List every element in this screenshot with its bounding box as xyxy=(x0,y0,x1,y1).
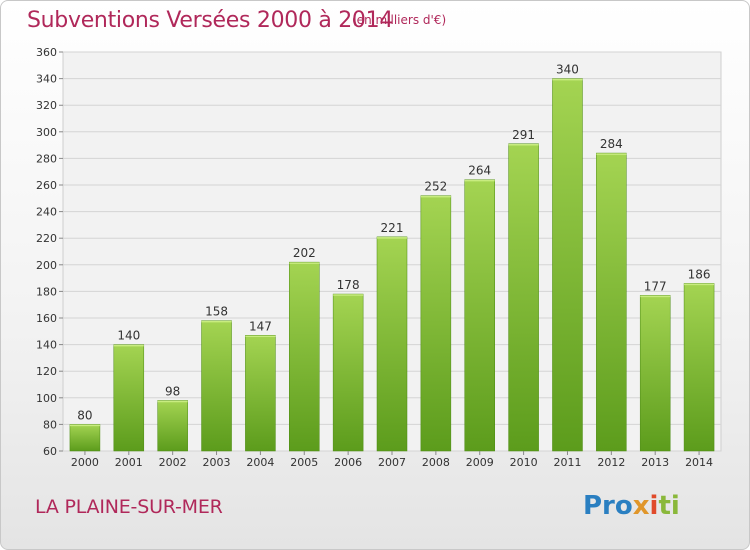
data-label-2014: 186 xyxy=(688,267,711,281)
y-tick-label: 320 xyxy=(36,99,57,112)
x-tick-label-2001: 2001 xyxy=(115,456,143,469)
y-tick-label: 240 xyxy=(36,206,57,219)
bars: 80 140 98 158 147 202 178 221 252 264 291 340 284 177… xyxy=(69,63,715,452)
chart-subtitle: (en milliers d'€) xyxy=(352,13,447,27)
data-label-2009: 264 xyxy=(468,164,491,178)
y-axis: 60 80 100 120 140 160 180 200 220 240 260 280 300 320… xyxy=(36,46,63,458)
data-label-2010: 291 xyxy=(512,128,535,142)
y-tick-label: 100 xyxy=(36,392,57,405)
proxiti-logo: Proxiti xyxy=(583,491,680,521)
x-axis: 2000 2001 2002 2003 2004 2005 2006 2007 2008 2009… xyxy=(71,451,713,469)
bar-2013 xyxy=(639,295,671,452)
bar-2004 xyxy=(245,335,276,452)
x-tick-label-2014: 2014 xyxy=(685,456,713,469)
x-tick-label-2008: 2008 xyxy=(422,456,450,469)
data-label-2005: 202 xyxy=(293,246,316,260)
data-label-2006: 178 xyxy=(337,278,360,292)
bar-2014 xyxy=(683,283,715,452)
data-label-2004: 147 xyxy=(249,319,272,333)
x-tick-label-2011: 2011 xyxy=(553,456,581,469)
bar-2012 xyxy=(596,152,627,452)
y-tick-label: 300 xyxy=(36,126,57,139)
data-label-2012: 284 xyxy=(600,137,623,151)
x-tick-label-2005: 2005 xyxy=(290,456,318,469)
bar-2000 xyxy=(69,424,101,452)
y-tick-label: 180 xyxy=(36,285,57,298)
x-tick-label-2010: 2010 xyxy=(510,456,538,469)
y-tick-label: 360 xyxy=(36,46,57,59)
data-label-2001: 140 xyxy=(117,329,140,343)
y-tick-label: 60 xyxy=(43,445,57,458)
bar-2010 xyxy=(508,143,539,452)
y-tick-label: 80 xyxy=(43,418,57,431)
y-tick-label: 140 xyxy=(36,339,57,352)
commune-name: LA PLAINE-SUR-MER xyxy=(35,496,223,518)
bar-2003 xyxy=(201,320,232,452)
data-label-2011: 340 xyxy=(556,63,579,77)
y-tick-label: 260 xyxy=(36,179,57,192)
bar-2001 xyxy=(113,344,145,452)
data-label-2007: 221 xyxy=(381,221,404,235)
bar-2011 xyxy=(552,78,583,452)
bar-2009 xyxy=(464,179,495,452)
bar-2008 xyxy=(420,195,452,452)
y-tick-label: 220 xyxy=(36,232,57,245)
data-label-2002: 98 xyxy=(165,384,180,398)
x-tick-label-2013: 2013 xyxy=(641,456,669,469)
x-tick-label-2003: 2003 xyxy=(203,456,231,469)
data-label-2003: 158 xyxy=(205,305,228,319)
bar-2002 xyxy=(157,400,188,452)
data-label-2013: 177 xyxy=(644,279,667,293)
x-tick-label-2012: 2012 xyxy=(597,456,625,469)
x-tick-label-2002: 2002 xyxy=(159,456,187,469)
bar-2006 xyxy=(332,293,364,452)
x-tick-label-2000: 2000 xyxy=(71,456,99,469)
y-tick-label: 280 xyxy=(36,152,57,165)
x-tick-label-2004: 2004 xyxy=(246,456,274,469)
y-tick-label: 120 xyxy=(36,365,57,378)
chart-title: Subventions Versées 2000 à 2014 xyxy=(27,8,394,33)
bar-2005 xyxy=(289,261,320,452)
data-label-2000: 80 xyxy=(77,408,92,422)
y-tick-label: 200 xyxy=(36,259,57,272)
y-tick-label: 160 xyxy=(36,312,57,325)
data-label-2008: 252 xyxy=(424,180,447,194)
x-tick-label-2006: 2006 xyxy=(334,456,362,469)
y-tick-label: 340 xyxy=(36,73,57,86)
x-tick-label-2007: 2007 xyxy=(378,456,406,469)
bar-2007 xyxy=(376,236,408,452)
x-tick-label-2009: 2009 xyxy=(466,456,494,469)
